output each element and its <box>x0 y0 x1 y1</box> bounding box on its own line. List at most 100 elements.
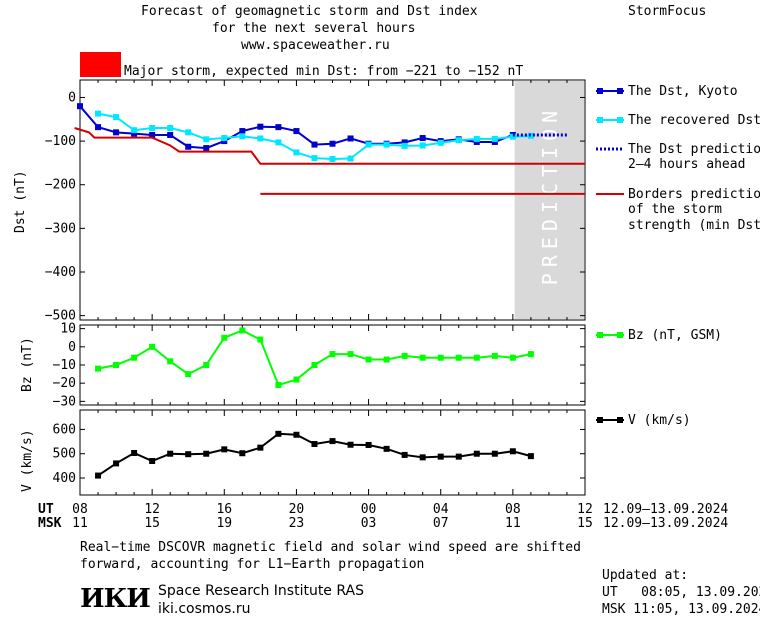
v-km-s--point <box>275 430 282 437</box>
v-km-s--point <box>347 441 354 448</box>
the-recovered-dst-point <box>167 125 174 131</box>
bz-nt-gsm--point <box>527 351 534 358</box>
bz-nt-gsm--point <box>419 354 426 361</box>
v-km-s--point <box>221 446 228 453</box>
msk-tick-label: 15 <box>577 516 593 531</box>
y-tick-label: 0 <box>68 340 76 355</box>
chart-title-line-1: Forecast of geomagnetic storm and Dst in… <box>141 4 478 19</box>
bz-nt-gsm--point <box>347 351 354 358</box>
v-km-s--point <box>95 472 102 479</box>
bz-nt-gsm--point <box>275 382 282 388</box>
the-dst-kyoto-point <box>113 129 120 136</box>
the-dst-kyoto-point <box>257 123 264 130</box>
y-tick-label: 600 <box>53 422 76 437</box>
the-recovered-dst-point <box>383 141 390 148</box>
the-recovered-dst-point <box>203 136 210 143</box>
the-recovered-dst-point <box>527 132 534 139</box>
legend-dst-prediction-1: The Dst prediction <box>628 142 760 157</box>
storm-color-box <box>80 52 121 77</box>
chart-title-line-3: www.spaceweather.ru <box>241 38 390 53</box>
bz-panel-frame <box>79 324 586 406</box>
bz-nt-gsm--point <box>221 334 228 341</box>
y-tick-label: −100 <box>45 134 76 149</box>
date-range-ut: 12.09–13.09.2024 <box>603 502 728 517</box>
the-recovered-dst-point <box>347 155 354 162</box>
ut-axis-label: UT <box>38 502 54 517</box>
ut-tick-label: 04 <box>433 502 449 517</box>
legend-bz: Bz (nT, GSM) <box>628 328 722 343</box>
v-km-s--point <box>437 453 444 460</box>
v-km-s--point <box>419 454 426 461</box>
the-dst-kyoto-point <box>131 130 138 137</box>
the-dst-kyoto-point <box>419 135 426 142</box>
y-tick-label: −300 <box>45 221 76 236</box>
dst-panel-frame <box>79 79 586 321</box>
ut-tick-label: 08 <box>72 502 88 517</box>
storm-level-label: Major storm, expected min Dst: from −221… <box>124 64 524 79</box>
bz-nt-gsm--line <box>97 329 532 387</box>
updated-msk: MSK 11:05, 13.09.2024 <box>602 602 760 617</box>
y-tick-label: 500 <box>53 447 76 462</box>
date-range-msk: 12.09–13.09.2024 <box>603 516 728 531</box>
v-km-s--point <box>257 444 264 451</box>
the-dst-kyoto-point <box>77 103 83 110</box>
ut-tick-label: 16 <box>216 502 232 517</box>
y-tick-label: −400 <box>45 265 76 280</box>
the-dst-kyoto-point <box>311 141 318 148</box>
v-km-s--point <box>455 453 462 460</box>
bz-nt-gsm--point <box>491 352 498 359</box>
y-tick-label: 0 <box>68 90 76 105</box>
the-recovered-dst-point <box>365 141 372 148</box>
bz-nt-gsm--point <box>509 354 516 361</box>
ut-tick-label: 20 <box>289 502 305 517</box>
bz-nt-gsm--point <box>311 362 318 368</box>
ut-tick-label: 08 <box>505 502 521 517</box>
v-km-s--point <box>149 458 156 464</box>
bz-nt-gsm--point <box>239 327 246 334</box>
y-tick-label: −20 <box>53 376 76 391</box>
chart-title-line-2: for the next several hours <box>212 21 416 36</box>
the-dst-kyoto-point <box>95 124 102 131</box>
legend: The Dst, Kyoto The recovered Dst The Dst… <box>596 84 760 428</box>
iki-logo: ИКИ <box>80 584 151 614</box>
msk-tick-label: 19 <box>216 516 232 531</box>
v-km-s--point <box>167 450 174 457</box>
v-km-s--point <box>311 441 318 447</box>
v-km-s--point <box>239 450 246 457</box>
the-recovered-dst-point <box>437 139 444 146</box>
the-dst-kyoto-point <box>185 143 192 150</box>
the-dst-kyoto-point <box>329 140 336 147</box>
the-recovered-dst-point <box>95 110 102 117</box>
legend-borders-2: of the storm <box>628 202 722 217</box>
msk-tick-label: 07 <box>433 516 449 531</box>
y-tick-label: −200 <box>45 178 76 193</box>
the-recovered-dst-point <box>473 135 480 142</box>
the-recovered-dst-point <box>113 114 120 121</box>
the-recovered-dst-point <box>491 135 498 142</box>
bz-axis-label: Bz (nT) <box>20 337 35 392</box>
prediction-label: PREDICTION <box>538 105 562 285</box>
the-recovered-dst-point <box>311 155 318 162</box>
the-recovered-dst-point <box>293 149 300 156</box>
the-recovered-dst-point <box>401 142 408 149</box>
ut-tick-label: 12 <box>577 502 593 517</box>
msk-axis-label: MSK <box>38 516 62 531</box>
the-dst-kyoto-point <box>167 131 174 138</box>
borders-prediction-line <box>74 127 585 165</box>
bz-nt-gsm--point <box>365 356 372 363</box>
v-km-s--point <box>293 431 300 438</box>
bz-nt-gsm--point <box>437 354 444 361</box>
bz-nt-gsm--point <box>113 362 120 368</box>
legend-dst-kyoto: The Dst, Kyoto <box>628 84 738 99</box>
bz-nt-gsm--point <box>167 358 174 365</box>
the-dst-kyoto-point <box>401 139 408 146</box>
y-tick-label: −10 <box>53 358 76 373</box>
the-dst-kyoto-point <box>473 138 480 145</box>
bz-nt-gsm--point <box>95 365 102 372</box>
msk-tick-label: 11 <box>72 516 88 531</box>
bz-nt-gsm--point <box>401 352 408 359</box>
y-tick-label: −500 <box>45 309 76 324</box>
bz-nt-gsm--point <box>329 351 336 358</box>
footer-note-line-1: Real−time DSCOVR magnetic field and sola… <box>80 540 581 555</box>
the-recovered-dst-point <box>455 137 462 144</box>
